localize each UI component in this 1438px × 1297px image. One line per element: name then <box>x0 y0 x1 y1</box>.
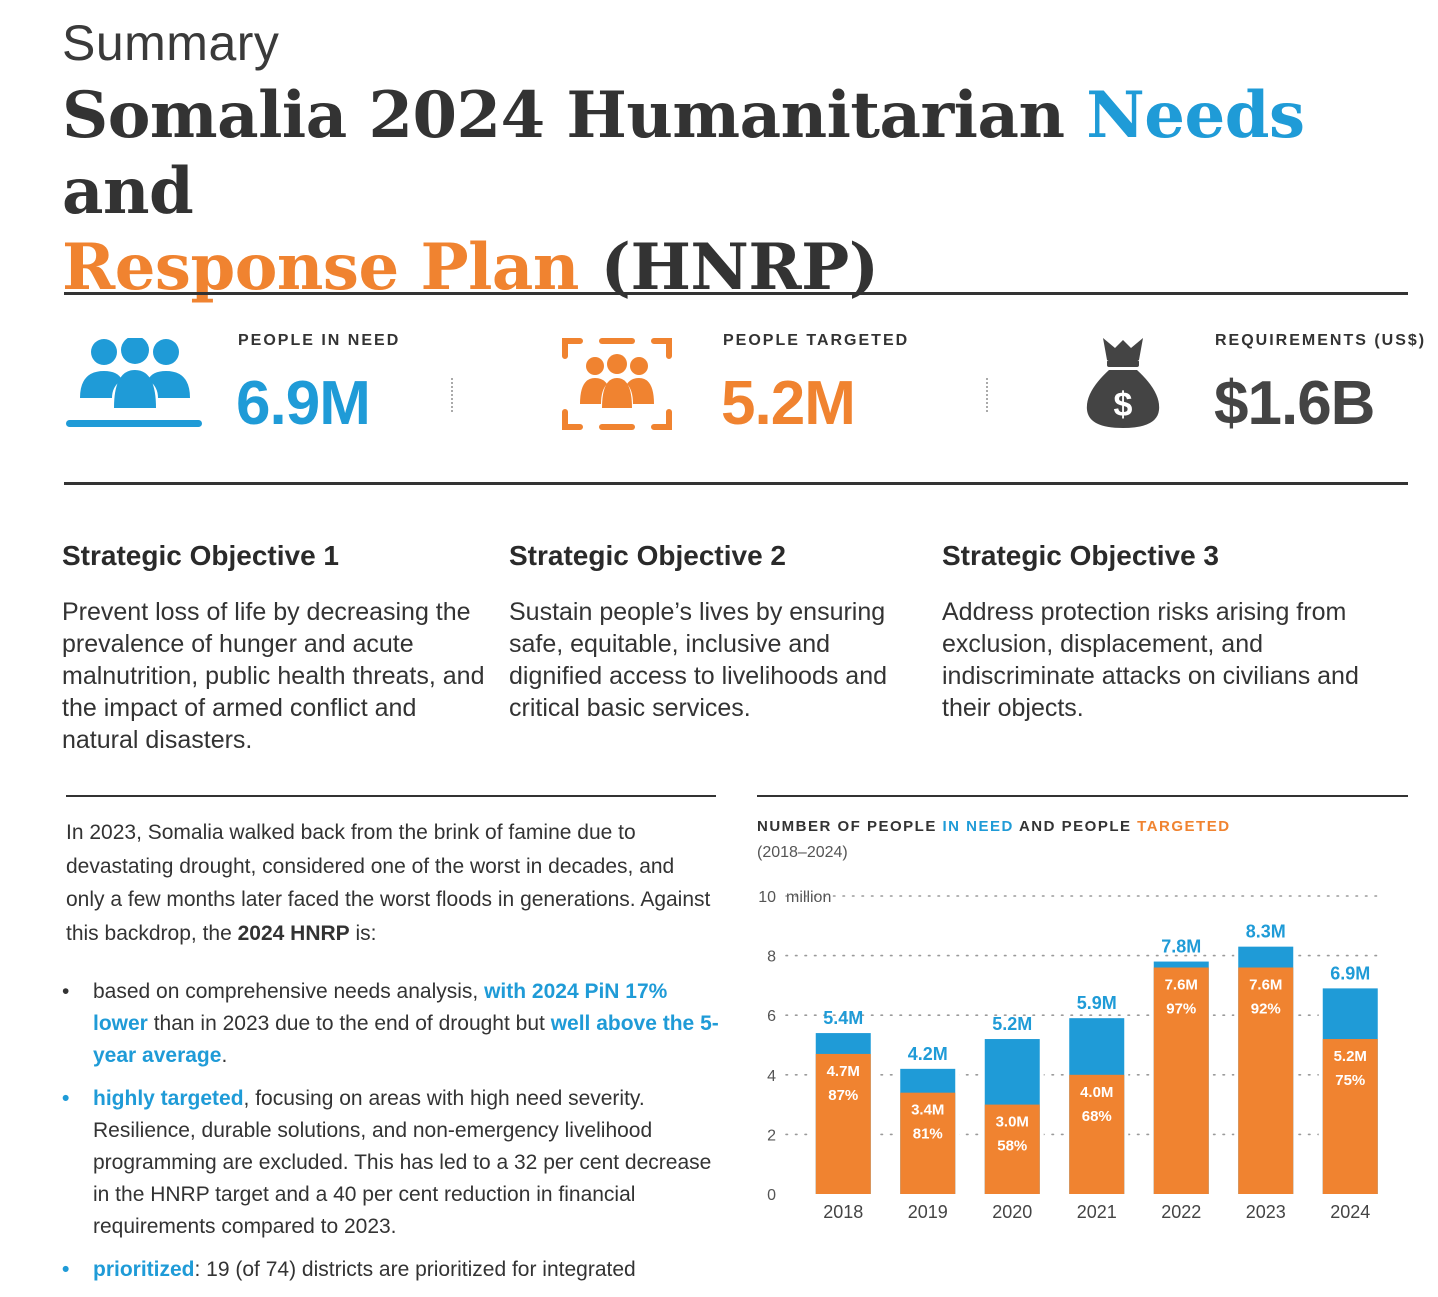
y-unit-label: million <box>786 889 831 906</box>
list-item: • prioritized: 19 (of 74) districts are p… <box>62 1254 722 1286</box>
bullet-highlight: well above the 5-year average <box>93 1012 719 1067</box>
people-targeted-icon <box>562 338 672 435</box>
bar-targeted <box>1322 1039 1378 1194</box>
bullet-highlight: highly targeted <box>93 1087 244 1110</box>
bar-label-in-need: 5.2M <box>992 1014 1032 1034</box>
bar-label-percent: 75% <box>1335 1072 1365 1089</box>
title-part-1: Somalia 2024 Humanitarian <box>62 78 1087 153</box>
bullet-text: . <box>221 1044 228 1067</box>
bar-label-in-need: 7.8M <box>1161 937 1201 957</box>
stat-separator <box>451 378 453 412</box>
y-tick-label: 4 <box>767 1068 776 1085</box>
bullet-text: based on comprehensive needs analysis, <box>93 980 485 1003</box>
x-tick-label: 2020 <box>992 1202 1032 1222</box>
chart-subtitle: (2018–2024) <box>757 844 848 861</box>
bar-label-in-need: 4.2M <box>908 1044 948 1064</box>
list-item: • highly targeted, focusing on areas with… <box>62 1083 722 1243</box>
x-tick-label: 2023 <box>1246 1202 1286 1222</box>
bar-targeted <box>815 1053 871 1194</box>
bar-label-percent: 68% <box>1082 1108 1112 1125</box>
intro-text-end: is: <box>349 921 377 945</box>
bar-label-targeted: 3.4M <box>911 1102 944 1119</box>
money-bag-icon: $ <box>1085 336 1161 437</box>
page-eyebrow: Summary <box>62 15 280 71</box>
bar-label-in-need: 5.9M <box>1077 993 1117 1013</box>
stat-label-people-targeted: PEOPLE TARGETED <box>723 332 910 349</box>
objective-2-body: Sustain people’s lives by ensuring safe,… <box>509 598 888 722</box>
intro-text: In 2023, Somalia walked back from the br… <box>66 821 711 945</box>
chart-title-need: IN NEED <box>942 818 1014 835</box>
y-tick-label: 0 <box>767 1187 776 1204</box>
bar-label-percent: 81% <box>913 1126 943 1143</box>
top-divider <box>64 292 1408 295</box>
bar-targeted <box>984 1104 1040 1194</box>
people-group-icon <box>66 336 204 435</box>
bullet-marker: • <box>62 1258 70 1281</box>
bullet-marker: • <box>62 980 70 1003</box>
chart-title-targeted: TARGETED <box>1137 818 1231 835</box>
bullet-marker: • <box>62 1087 70 1110</box>
bar-label-in-need: 6.9M <box>1330 963 1370 983</box>
bar-chart: 0 2 4 6 8 10 million 5.4M 4.7M 87% 2018 4.2M 3.4M 81%… <box>758 889 1382 1222</box>
title-part-2: and <box>62 154 194 229</box>
page-title: Somalia 2024 Humanitarian Needs and Resp… <box>62 78 1402 306</box>
x-tick-label: 2022 <box>1161 1202 1201 1222</box>
x-tick-label: 2021 <box>1077 1202 1117 1222</box>
bar-targeted <box>900 1092 956 1194</box>
bar-label-percent: 97% <box>1166 1001 1196 1018</box>
list-item: • based on comprehensive needs analysis, … <box>62 976 722 1072</box>
objective-1-title: Strategic Objective 1 <box>62 540 340 571</box>
objective-3-body: Address protection risks arising from ex… <box>942 598 1359 722</box>
bar-label-percent: 58% <box>997 1138 1027 1155</box>
svg-text:$: $ <box>1114 386 1133 424</box>
y-tick-label: 10 <box>758 889 776 906</box>
bullet-text: than in 2023 due to the end of drought b… <box>147 1012 551 1035</box>
chart-title-part-1: NUMBER OF PEOPLE <box>757 818 943 835</box>
objective-2-title: Strategic Objective 2 <box>509 540 787 571</box>
stat-value-people-targeted: 5.2M <box>721 369 856 438</box>
bar-targeted <box>1238 967 1294 1194</box>
stat-value-requirements: $1.6B <box>1214 369 1375 438</box>
bullet-list: • based on comprehensive needs analysis, … <box>62 976 722 1297</box>
chart-title: NUMBER OF PEOPLE IN NEED AND PEOPLE TARG… <box>757 818 1231 835</box>
chart-title-part-2: AND PEOPLE <box>1013 818 1138 835</box>
bar-targeted <box>1153 967 1209 1194</box>
stat-separator <box>986 378 988 412</box>
stats-divider <box>64 482 1408 485</box>
bar-label-targeted: 7.6M <box>1249 977 1282 994</box>
bullet-text: , focusing on areas with high need sever… <box>93 1087 712 1238</box>
bullet-text: : 19 (of 74) districts are prioritized f… <box>194 1258 636 1281</box>
bullet-highlight: with 2024 PiN 17% lower <box>93 980 668 1035</box>
bullet-highlight: prioritized <box>93 1258 195 1281</box>
x-tick-label: 2019 <box>908 1202 948 1222</box>
stat-value-people-in-need: 6.9M <box>236 369 371 438</box>
bar-label-percent: 92% <box>1251 1001 1281 1018</box>
y-tick-label: 8 <box>767 949 776 966</box>
chart-divider <box>757 795 1408 797</box>
objective-3-title: Strategic Objective 3 <box>942 540 1220 571</box>
bar-targeted <box>1069 1074 1125 1194</box>
stat-label-people-in-need: PEOPLE IN NEED <box>238 332 401 349</box>
intro-paragraph: In 2023, Somalia walked back from the br… <box>66 816 716 950</box>
x-tick-label: 2024 <box>1330 1202 1370 1222</box>
bar-label-targeted: 7.6M <box>1165 977 1198 994</box>
intro-bold: 2024 HNRP <box>237 921 350 945</box>
bar-label-in-need: 8.3M <box>1246 922 1286 942</box>
x-tick-label: 2018 <box>823 1202 863 1222</box>
bar-label-targeted: 5.2M <box>1334 1048 1367 1065</box>
title-needs: Needs <box>1086 78 1305 153</box>
objective-1-body: Prevent loss of life by decreasing the p… <box>62 598 485 754</box>
y-tick-label: 2 <box>767 1127 776 1144</box>
bar-label-percent: 87% <box>828 1087 858 1104</box>
text-column-divider <box>66 795 716 797</box>
stat-label-requirements: REQUIREMENTS (US$) <box>1215 332 1427 349</box>
bar-label-targeted: 3.0M <box>996 1114 1029 1131</box>
bar-label-targeted: 4.0M <box>1080 1084 1113 1101</box>
y-tick-label: 6 <box>767 1008 776 1025</box>
bar-label-in-need: 5.4M <box>823 1008 863 1028</box>
bar-label-targeted: 4.7M <box>827 1063 860 1080</box>
